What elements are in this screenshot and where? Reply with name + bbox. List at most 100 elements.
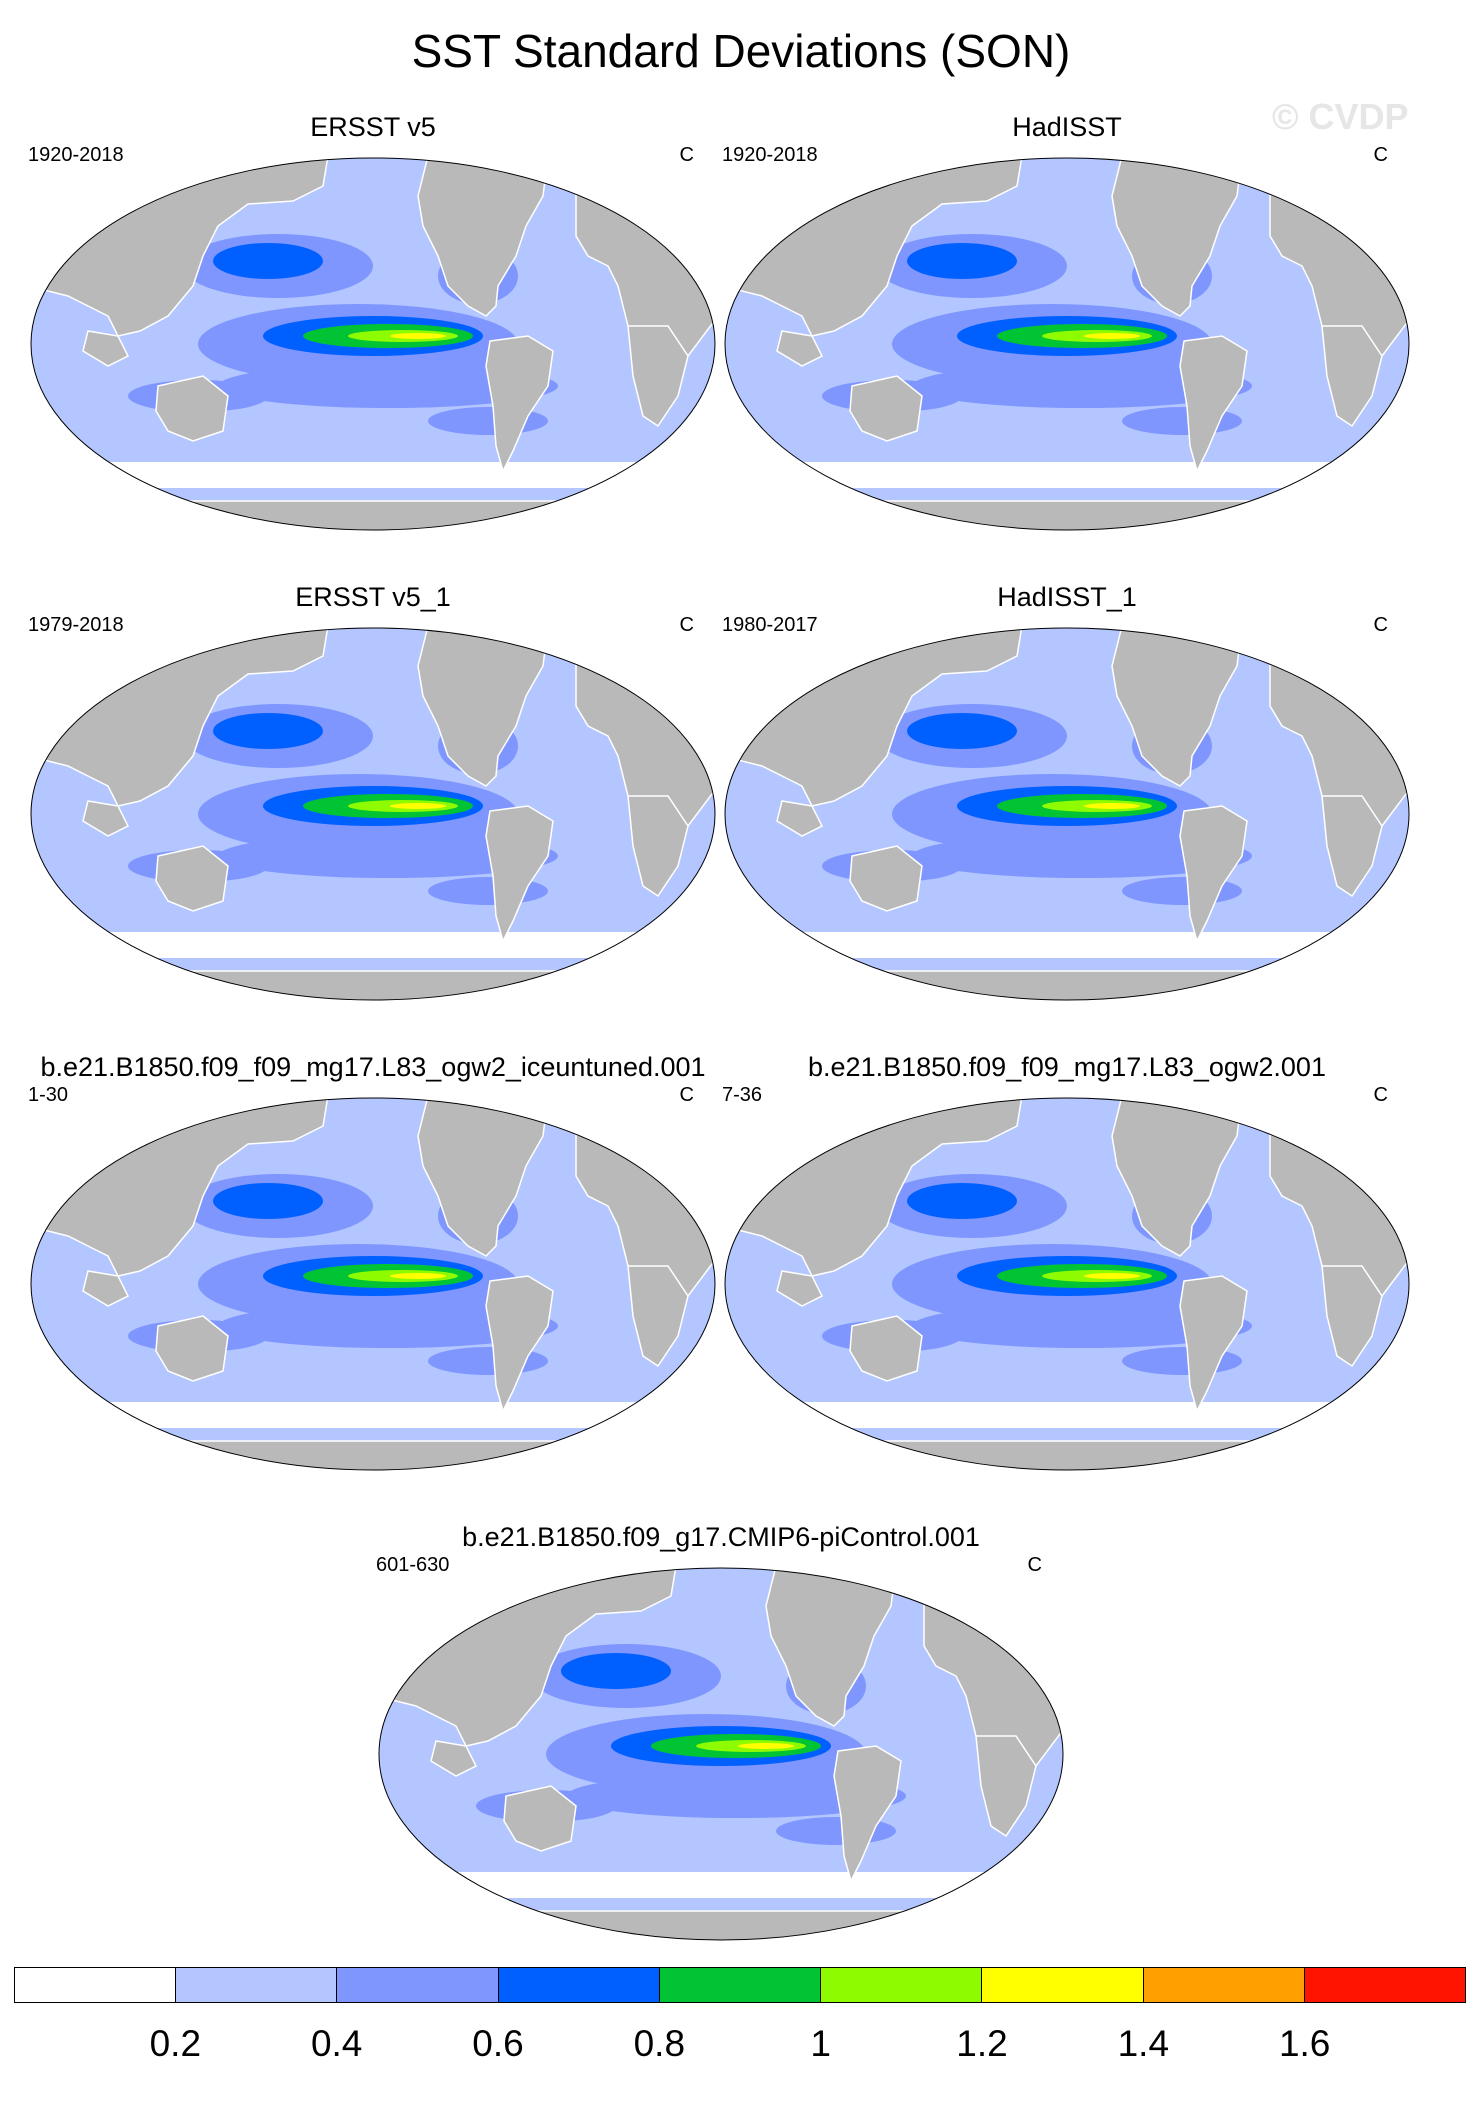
- south-america-land: [1179, 805, 1248, 944]
- north-america-land: [417, 158, 549, 317]
- south-america-land: [833, 1745, 902, 1884]
- north-pacific-core: [561, 1653, 671, 1689]
- map-outline: [378, 1567, 1064, 1941]
- period-label: 1980-2017: [722, 614, 818, 636]
- map-panel: ERSST v5_1 1979-2018 C: [28, 582, 718, 1002]
- north-america-land: [765, 1568, 897, 1727]
- map-outline: [30, 1097, 716, 1471]
- colorbar-tick-label: 1.4: [1117, 2023, 1170, 2064]
- southern-ocean-edge: [379, 1898, 1063, 1910]
- southern-ocean-low: [31, 1402, 715, 1428]
- australia-land: [503, 1785, 577, 1852]
- southern-ocean-edge: [725, 958, 1409, 970]
- colorbar-tick-label: 0.4: [310, 2023, 363, 2064]
- africa-land: [975, 1735, 1037, 1838]
- antarctica-land: [31, 1440, 715, 1470]
- colorbar: [14, 1967, 1466, 2003]
- maritime-continent-land: [430, 1740, 478, 1777]
- map-outline: [30, 627, 716, 1001]
- australia-land: [849, 845, 923, 912]
- map-outline: [724, 1097, 1410, 1471]
- north-pacific-core: [213, 1183, 323, 1219]
- colorbar-cell: [176, 1968, 338, 2002]
- south-america-land: [485, 805, 554, 944]
- map-panel: b.e21.B1850.f09_g17.CMIP6-piControl.001 6…: [376, 1522, 1066, 1942]
- panel-title: b.e21.B1850.f09_f09_mg17.L83_ogw2_iceunt…: [40, 1052, 706, 1082]
- antarctica-land: [379, 1910, 1063, 1940]
- colorbar-tick-label: 1: [810, 2023, 831, 2064]
- south-pacific-band: [218, 1304, 558, 1348]
- southern-ocean-edge: [725, 1428, 1409, 1440]
- south-america-land: [1179, 1275, 1248, 1414]
- australia-land: [155, 1315, 229, 1382]
- north-pacific-core: [907, 713, 1017, 749]
- africa-land: [627, 795, 689, 898]
- southern-ocean-edge: [31, 1428, 715, 1440]
- north-pacific-core: [907, 1183, 1017, 1219]
- africa-land: [1321, 795, 1383, 898]
- colorbar-tick-label: 0.6: [472, 2023, 524, 2064]
- maritime-continent-land: [776, 800, 824, 837]
- north-pacific-core: [907, 243, 1017, 279]
- map-panel: b.e21.B1850.f09_f09_mg17.L83_ogw2.001 7-3…: [722, 1052, 1412, 1472]
- africa-land: [627, 325, 689, 428]
- enso-tongue-peak: [1084, 1273, 1140, 1279]
- world-map: [724, 157, 1410, 531]
- map-panel: ERSST v5 1920-2018 C: [28, 112, 718, 532]
- figure-title: SST Standard Deviations (SON): [411, 25, 1071, 77]
- antarctica-land: [725, 970, 1409, 1000]
- southern-ocean-edge: [31, 488, 715, 500]
- world-map: [378, 1567, 1064, 1941]
- enso-tongue-peak: [390, 1273, 446, 1279]
- map-outline: [724, 157, 1410, 531]
- maritime-continent-land: [82, 330, 130, 367]
- map-panel: HadISST_1 1980-2017 C: [722, 582, 1412, 1002]
- panel-title: b.e21.B1850.f09_g17.CMIP6-piControl.001: [462, 1522, 980, 1552]
- colorbar-cell: [659, 1968, 822, 2002]
- north-america-land: [1111, 1098, 1243, 1257]
- world-map: [30, 1097, 716, 1471]
- antarctica-land: [31, 970, 715, 1000]
- south-america-land: [485, 335, 554, 474]
- south-pacific-band: [218, 834, 558, 878]
- maritime-continent-land: [82, 800, 130, 837]
- antarctica-land: [31, 500, 715, 530]
- map-outline: [724, 627, 1410, 1001]
- enso-tongue-peak: [738, 1743, 794, 1749]
- map-panel: b.e21.B1850.f09_f09_mg17.L83_ogw2_iceunt…: [28, 1052, 718, 1472]
- colorbar-cell: [1304, 1968, 1465, 2002]
- southern-ocean-low: [31, 932, 715, 958]
- south-america-land: [485, 1275, 554, 1414]
- maritime-continent-land: [776, 330, 824, 367]
- south-pacific-band: [912, 364, 1252, 408]
- north-america-land: [417, 628, 549, 787]
- colorbar-cell: [498, 1968, 660, 2002]
- period-label: 7-36: [722, 1084, 763, 1106]
- maritime-continent-land: [82, 1270, 130, 1307]
- australia-land: [155, 845, 229, 912]
- period-label: 1920-2018: [28, 144, 124, 166]
- south-pacific-band: [912, 1304, 1252, 1348]
- north-america-land: [1111, 158, 1243, 317]
- southern-ocean-low: [379, 1872, 1063, 1898]
- colorbar-tick-label: 1.6: [1278, 2023, 1331, 2064]
- south-pacific-band: [912, 834, 1252, 878]
- enso-tongue-peak: [390, 333, 446, 339]
- colorbar-cell: [1143, 1968, 1305, 2002]
- africa-land: [627, 1265, 689, 1368]
- southern-ocean-low: [725, 1402, 1409, 1428]
- world-map: [30, 627, 716, 1001]
- maritime-continent-land: [776, 1270, 824, 1307]
- australia-land: [849, 1315, 923, 1382]
- colorbar-cell: [15, 1968, 177, 2002]
- north-pacific-core: [213, 713, 323, 749]
- enso-tongue-peak: [1084, 803, 1140, 809]
- period-label: 1979-2018: [28, 614, 124, 636]
- panel-title: HadISST: [1012, 112, 1122, 142]
- colorbar-tick-label: 0.8: [633, 2023, 686, 2064]
- north-america-land: [417, 1098, 549, 1257]
- south-america-land: [1179, 335, 1248, 474]
- unit-label: C: [1373, 614, 1388, 636]
- australia-land: [849, 375, 923, 442]
- period-label: 1-30: [28, 1084, 69, 1106]
